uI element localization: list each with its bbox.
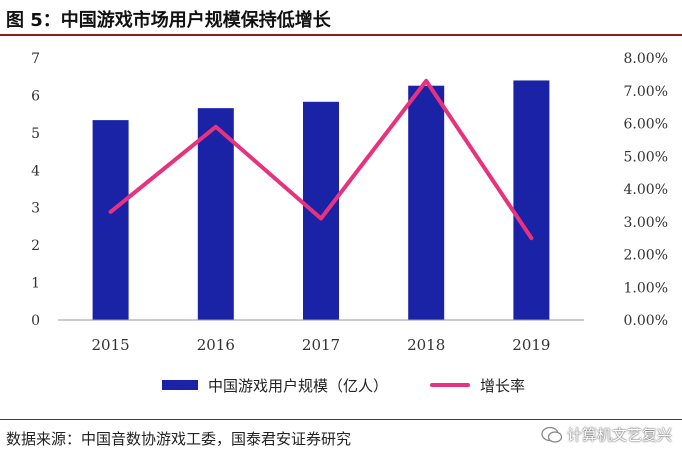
legend-bar-swatch — [162, 380, 198, 390]
title-rule — [0, 34, 682, 36]
source-note: 数据来源：中国音数协游戏工委，国泰君安证券研究 — [6, 430, 352, 448]
x-axis-tick-label: 2017 — [302, 336, 340, 354]
right-axis-tick-label: 7.00% — [624, 84, 668, 100]
left-axis-tick-label: 0 — [31, 313, 40, 329]
figure-header: 图 5：中国游戏市场用户规模保持低增长 — [0, 0, 682, 36]
bar-2019 — [513, 80, 550, 320]
legend-line-swatch — [430, 383, 470, 387]
legend-item-growth: 增长率 — [430, 372, 525, 398]
bottom-rule — [0, 419, 682, 420]
left-axis-ticks: 0 1 2 3 4 5 6 7 — [31, 51, 40, 329]
legend-label-users: 中国游戏用户规模（亿人） — [208, 376, 389, 395]
right-axis-tick-label: 2.00% — [624, 248, 668, 264]
legend: 中国游戏用户规模（亿人） 增长率 — [0, 372, 682, 398]
right-axis-tick-label: 8.00% — [624, 51, 668, 67]
left-axis-tick-label: 2 — [31, 238, 40, 254]
right-axis-tick-label: 6.00% — [624, 117, 668, 133]
x-axis-tick-label: 2016 — [197, 336, 235, 354]
right-axis-ticks: 0.00% 1.00% 2.00% 3.00% 4.00% 5.00% 6.00% 7.00%… — [624, 51, 668, 329]
x-axis-tick-label: 2019 — [512, 336, 550, 354]
x-axis-tick-label: 2018 — [407, 336, 445, 354]
left-axis-tick-label: 3 — [31, 201, 40, 217]
chart: 0 1 2 3 4 5 6 7 0.00% 1.00% 2.00% 3.00% 4.00% 5.00% 6… — [31, 51, 668, 354]
legend-item-users: 中国游戏用户规模（亿人） — [162, 372, 388, 398]
right-axis-tick-label: 1.00% — [624, 280, 668, 296]
bar-series — [92, 80, 550, 320]
right-axis-tick-label: 0.00% — [624, 313, 668, 329]
left-axis-tick-label: 4 — [31, 163, 40, 179]
watermark: 计算机文艺复兴 — [541, 424, 672, 445]
left-axis-tick-label: 7 — [31, 51, 40, 67]
left-axis-tick-label: 5 — [31, 126, 40, 142]
x-axis-ticks: 2015 2016 2017 2018 2019 — [92, 336, 551, 354]
bar-2018 — [408, 85, 445, 320]
left-axis-tick-label: 1 — [31, 276, 40, 292]
bar-2017 — [303, 101, 339, 320]
line-series — [108, 78, 534, 241]
right-axis-tick-label: 4.00% — [624, 182, 668, 198]
right-axis-tick-label: 5.00% — [624, 149, 668, 165]
x-axis-tick-label: 2015 — [92, 336, 130, 354]
growth-line — [108, 78, 534, 241]
bar-2016 — [197, 108, 234, 320]
right-axis-tick-label: 3.00% — [624, 215, 668, 231]
legend-label-growth: 增长率 — [480, 376, 526, 395]
figure-title: 图 5：中国游戏市场用户规模保持低增长 — [6, 10, 331, 31]
wechat-icon — [541, 426, 563, 443]
watermark-text: 计算机文艺复兴 — [566, 426, 672, 444]
bar-2015 — [92, 120, 129, 320]
left-axis-tick-label: 6 — [31, 88, 40, 104]
